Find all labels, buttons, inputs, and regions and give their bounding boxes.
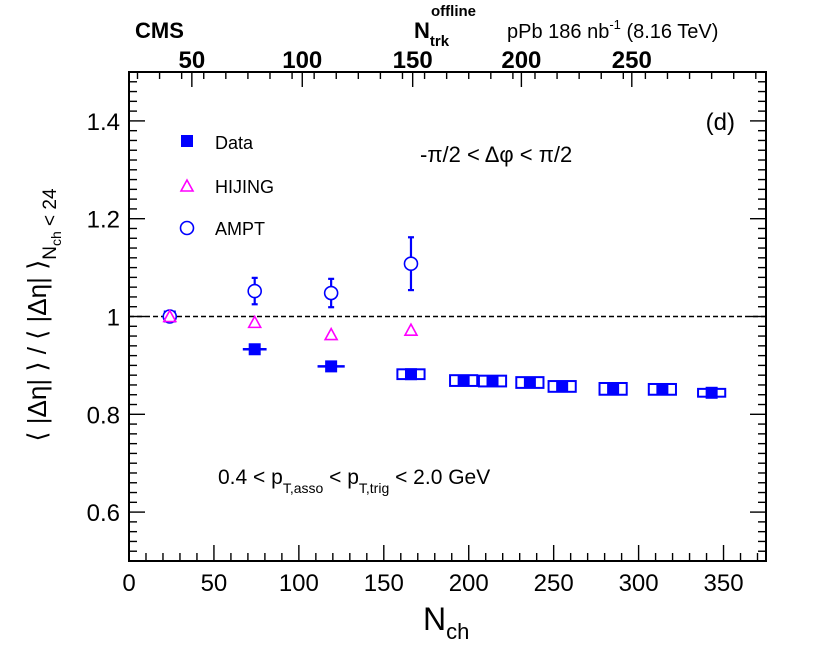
data-point — [705, 386, 718, 399]
y-axis-title: ⟨ |Δη| ⟩ / ⟨ |Δη| ⟩Nch < 24 — [22, 188, 64, 442]
dataset-sup: -1 — [609, 17, 621, 32]
x-tick-label: 150 — [364, 570, 404, 597]
top-tick-label: 250 — [612, 47, 652, 74]
pt-range-annotation: 0.4 < pT,asso < pT,trig < 2.0 GeV — [218, 466, 490, 496]
dataset-label: pPb 186 nb-1 (8.16 TeV) — [507, 17, 718, 43]
x-tick-label: 100 — [279, 570, 319, 597]
data-point — [523, 376, 536, 389]
legend-label-data: Data — [215, 133, 254, 153]
data-point — [607, 382, 620, 395]
y-axis: 0.6 0.8 1 1.2 1.4 — [87, 71, 766, 562]
hijing-point — [162, 308, 178, 323]
data-point — [556, 380, 569, 393]
hijing-point — [323, 326, 339, 341]
dataset-prefix: pPb 186 nb — [507, 21, 609, 43]
data-point — [325, 360, 338, 373]
experiment-label: CMS — [135, 18, 184, 43]
legend-label-hijing: HIJING — [215, 177, 274, 197]
top-axis-sup: offline — [431, 3, 476, 20]
data-point — [486, 375, 499, 388]
y-axis-title-subsub: ch — [48, 231, 64, 246]
top-axis-sub: trk — [430, 33, 450, 50]
y-tick-label: 1.4 — [87, 109, 120, 136]
ampt-point — [403, 256, 419, 271]
x-tick-label: 50 — [201, 570, 228, 597]
x-axis-title: Nch — [423, 601, 469, 644]
top-axis: 50 100 150 200 250 — [136, 47, 757, 87]
top-axis-symbol: N — [414, 18, 430, 43]
data-point — [656, 383, 669, 396]
dataset-suffix: (8.16 TeV) — [621, 21, 718, 43]
x-tick-label: 300 — [619, 570, 659, 597]
y-axis-title-main: ⟨ |Δη| ⟩ / ⟨ |Δη| ⟩ — [22, 260, 52, 442]
data-point — [457, 374, 470, 387]
ampt-point — [247, 283, 263, 299]
series-layer — [162, 236, 727, 399]
panel-label: (d) — [706, 109, 735, 136]
data-point — [404, 368, 417, 381]
x-axis-title-sub: ch — [446, 619, 469, 644]
pt-sub1: T,asso — [283, 480, 324, 496]
y-tick-label: 0.6 — [87, 500, 120, 527]
x-tick-label: 350 — [704, 570, 744, 597]
legend-marker-hijing — [179, 178, 195, 192]
y-tick-label: 1.2 — [87, 207, 120, 234]
y-axis-title-sub: N — [40, 246, 61, 260]
pt-c: < 2.0 GeV — [389, 466, 490, 489]
top-axis-title: Ntrk — [414, 18, 450, 50]
x-tick-label: 200 — [449, 570, 489, 597]
top-tick-label: 200 — [501, 47, 541, 74]
legend: Data HIJING AMPT — [179, 133, 274, 239]
pt-b: < p — [323, 466, 359, 489]
hijing-point — [247, 314, 263, 329]
top-tick-label: 150 — [393, 47, 433, 74]
ampt-point — [323, 285, 339, 301]
y-tick-label: 0.8 — [87, 402, 120, 429]
legend-marker-data — [181, 135, 193, 147]
data-point — [248, 343, 261, 356]
legend-marker-ampt — [179, 220, 195, 236]
hijing-point — [403, 322, 419, 336]
legend-label-ampt: AMPT — [215, 219, 265, 239]
x-tick-label: 0 — [122, 570, 135, 597]
delta-phi-annotation: -π/2 < Δφ < π/2 — [420, 142, 572, 167]
x-tick-label: 250 — [534, 570, 574, 597]
y-tick-label: 1 — [107, 305, 120, 332]
top-tick-label: 100 — [282, 47, 322, 74]
y-axis-title-tail: < 24 — [40, 188, 61, 231]
pt-a: 0.4 < p — [218, 466, 283, 489]
top-tick-label: 50 — [178, 47, 205, 74]
x-axis: 0 50 100 150 200 250 300 350 — [122, 545, 759, 597]
x-axis-title-main: N — [423, 601, 446, 637]
pt-sub2: T,trig — [359, 480, 389, 496]
